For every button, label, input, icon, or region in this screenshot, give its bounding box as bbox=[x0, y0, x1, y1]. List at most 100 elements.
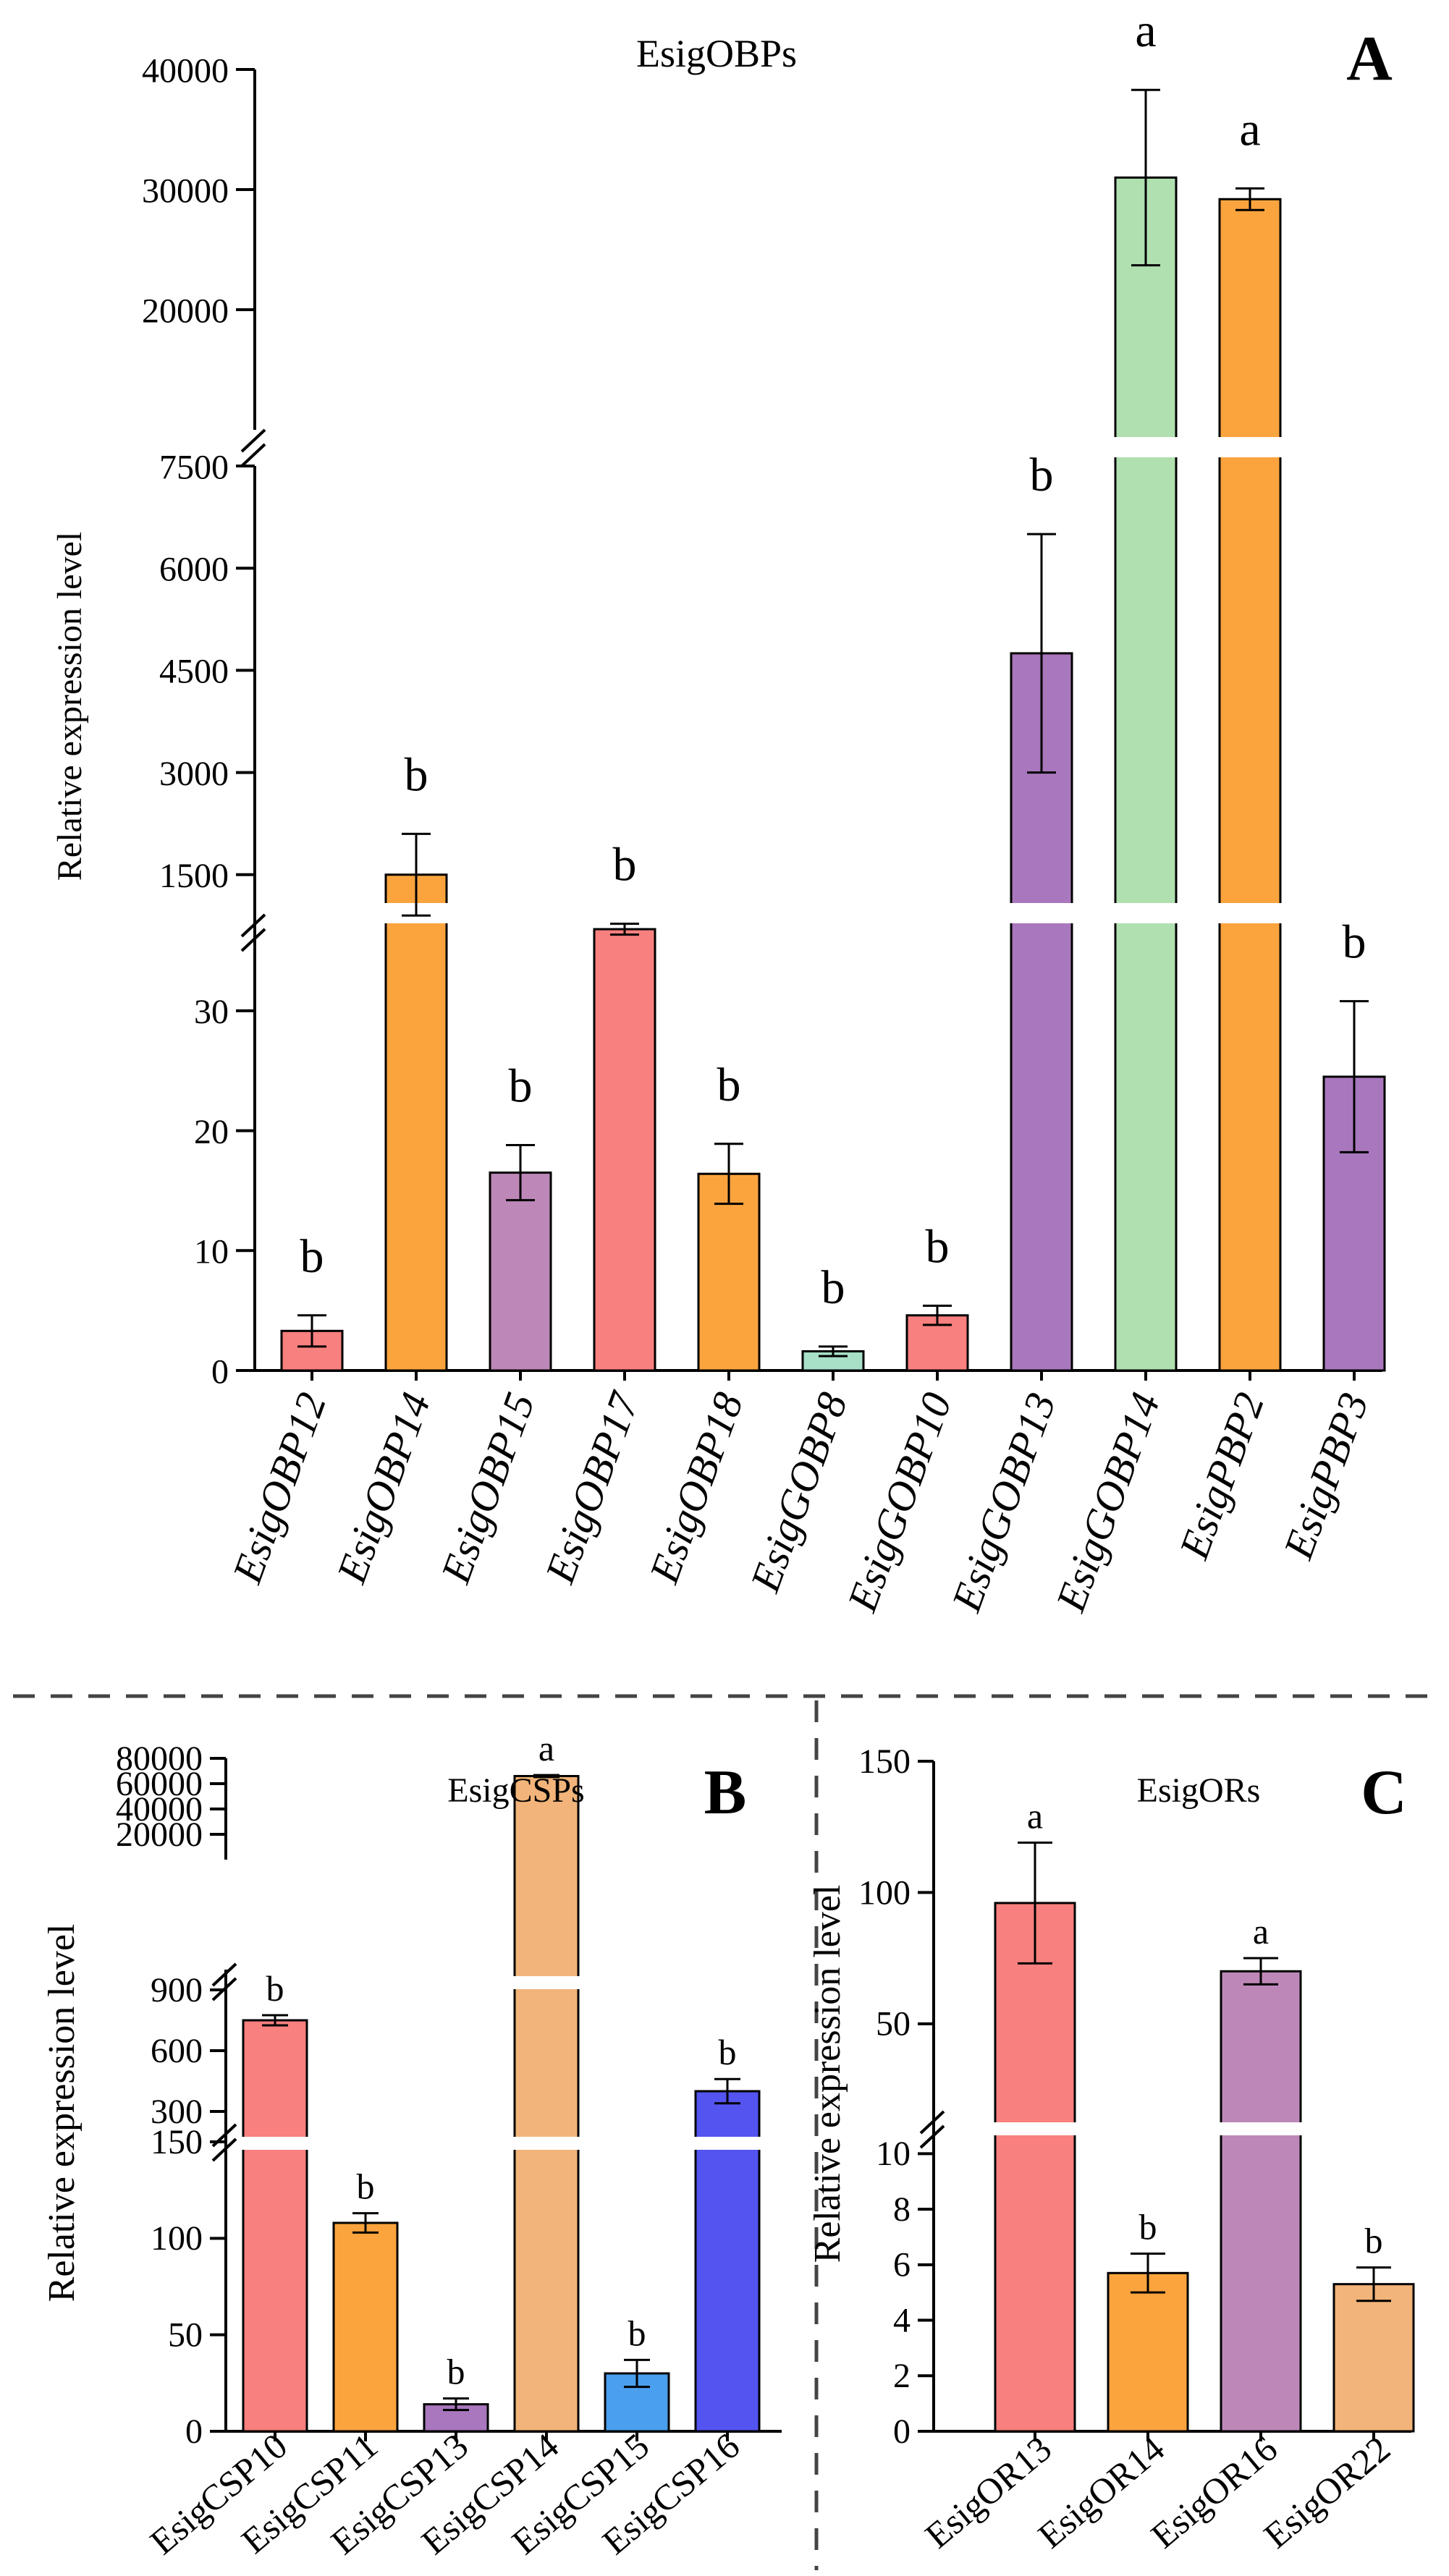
x-tick-label: EsigOBP14 bbox=[327, 1386, 439, 1590]
bar-break-gap bbox=[513, 1976, 580, 1989]
axis-break-mark bbox=[919, 2124, 945, 2149]
bar-break-gap bbox=[694, 2137, 761, 2150]
significance-label: b bbox=[1139, 2206, 1157, 2247]
x-tick-label: EsigOR16 bbox=[1143, 2428, 1285, 2556]
x-tick-label: EsigOBP12 bbox=[223, 1386, 335, 1590]
y-tick-label: 0 bbox=[185, 2412, 203, 2451]
y-tick-label: 60000 bbox=[116, 1765, 203, 1803]
significance-label: b bbox=[1343, 916, 1366, 969]
chart-title: EsigORs bbox=[1137, 1771, 1261, 1810]
axis-break-mark bbox=[240, 428, 266, 453]
bar bbox=[513, 1775, 580, 2433]
bar bbox=[593, 928, 656, 1372]
axis-break-mark bbox=[211, 1977, 237, 2001]
bar bbox=[1114, 176, 1178, 1372]
y-tick-label: 150 bbox=[151, 2123, 203, 2161]
significance-label: a bbox=[1239, 103, 1260, 156]
y-tick-label: 10 bbox=[194, 1233, 229, 1271]
chart-title: EsigOBPs bbox=[636, 32, 797, 75]
significance-label: b bbox=[447, 2352, 465, 2392]
bar bbox=[1220, 1970, 1302, 2433]
x-tick-label: EsigPBP3 bbox=[1274, 1386, 1377, 1565]
axis-break-mark bbox=[919, 2110, 945, 2135]
significance-label: b bbox=[613, 839, 637, 891]
y-tick-label: 0 bbox=[211, 1352, 229, 1391]
significance-label: b bbox=[300, 1230, 324, 1283]
y-tick-label: 50 bbox=[168, 2316, 203, 2355]
bar-break-gap bbox=[1114, 437, 1178, 457]
axis-break-mark bbox=[211, 1962, 237, 1987]
bar-break-gap bbox=[513, 2137, 580, 2150]
bar bbox=[1218, 198, 1282, 1372]
y-tick-label: 3000 bbox=[159, 755, 229, 793]
y-tick-label: 40000 bbox=[116, 1790, 203, 1829]
x-tick-label: EsigOR14 bbox=[1030, 2428, 1172, 2556]
y-tick-label: 2 bbox=[893, 2357, 911, 2395]
bar-break-gap bbox=[1220, 2122, 1302, 2135]
y-tick-label: 50 bbox=[876, 2005, 911, 2043]
y-tick-label: 20000 bbox=[116, 1816, 203, 1854]
chart-title: EsigCSPs bbox=[447, 1771, 584, 1810]
significance-label: b bbox=[405, 748, 428, 801]
bar-break-gap bbox=[1218, 437, 1282, 457]
x-tick-label: EsigOBP18 bbox=[640, 1386, 752, 1590]
significance-label: b bbox=[1030, 449, 1054, 501]
bar-break-gap bbox=[1114, 903, 1178, 923]
x-tick-label: EsigGOBP14 bbox=[1047, 1386, 1169, 1618]
y-tick-label: 30000 bbox=[142, 171, 229, 210]
significance-label: b bbox=[821, 1261, 845, 1314]
significance-label: b bbox=[717, 1059, 741, 1111]
significance-label: b bbox=[628, 2313, 646, 2353]
bar bbox=[1107, 2271, 1189, 2433]
y-tick-label: 20000 bbox=[142, 292, 229, 330]
x-tick-label: EsigGOBP13 bbox=[942, 1386, 1065, 1618]
y-tick-label: 30 bbox=[194, 993, 229, 1031]
x-tick-label: EsigGOBP10 bbox=[838, 1386, 960, 1618]
y-tick-label: 4 bbox=[893, 2301, 911, 2339]
bar bbox=[332, 2221, 399, 2433]
x-tick-label: EsigOR22 bbox=[1256, 2428, 1398, 2556]
bar-break-gap bbox=[1010, 903, 1073, 923]
y-tick-label: 100 bbox=[858, 1873, 911, 1912]
bar bbox=[242, 2019, 308, 2433]
panel-a-chart: 0 10 20 30 1500 3000 4500 6000 7500 20000 30000 400… bbox=[51, 4, 1393, 1618]
y-tick-label: 0 bbox=[893, 2412, 911, 2451]
panel-letter: B bbox=[704, 1758, 747, 1828]
y-axis-label: Relative expression level bbox=[41, 1924, 83, 2302]
significance-label: a bbox=[1135, 4, 1156, 57]
bar-break-gap bbox=[242, 2137, 308, 2150]
bar-break-gap bbox=[1218, 903, 1282, 923]
y-tick-label: 6000 bbox=[159, 550, 229, 588]
x-tick-label: EsigOBP15 bbox=[431, 1386, 544, 1590]
y-tick-label: 900 bbox=[151, 1971, 203, 2009]
significance-label: b bbox=[719, 2032, 737, 2072]
y-tick-label: 1500 bbox=[159, 857, 229, 895]
significance-label: b bbox=[1365, 2221, 1383, 2261]
panel-letter: A bbox=[1346, 24, 1393, 94]
y-tick-label: 100 bbox=[151, 2219, 203, 2258]
bar-break-gap bbox=[994, 2122, 1076, 2135]
bar bbox=[1332, 2283, 1415, 2433]
y-axis-label: Relative expression level bbox=[51, 532, 89, 881]
bar bbox=[384, 873, 448, 1372]
bar bbox=[994, 1902, 1076, 2433]
significance-label: a bbox=[538, 1728, 554, 1768]
y-tick-label: 20 bbox=[194, 1113, 229, 1151]
bar bbox=[1010, 652, 1073, 1372]
panel-c-chart: 0 2 4 6 8 10 50 100 150 a EsigOR13 b EsigOR14 a EsigOR… bbox=[807, 1742, 1415, 2556]
y-tick-label: 4500 bbox=[159, 653, 229, 691]
y-tick-label: 8 bbox=[893, 2190, 911, 2229]
axis-break-mark bbox=[211, 2138, 237, 2162]
y-axis-label: Relative expression level bbox=[807, 1885, 848, 2263]
axis-break-mark bbox=[240, 913, 266, 938]
significance-label: a bbox=[1253, 1911, 1269, 1952]
panel-letter: C bbox=[1361, 1758, 1407, 1828]
y-tick-label: 10 bbox=[876, 2135, 911, 2173]
significance-label: b bbox=[357, 2166, 375, 2207]
x-tick-label: EsigPBP2 bbox=[1170, 1386, 1273, 1565]
axis-break-mark bbox=[240, 443, 266, 467]
significance-label: b bbox=[266, 1968, 284, 2009]
bar bbox=[489, 1172, 552, 1372]
